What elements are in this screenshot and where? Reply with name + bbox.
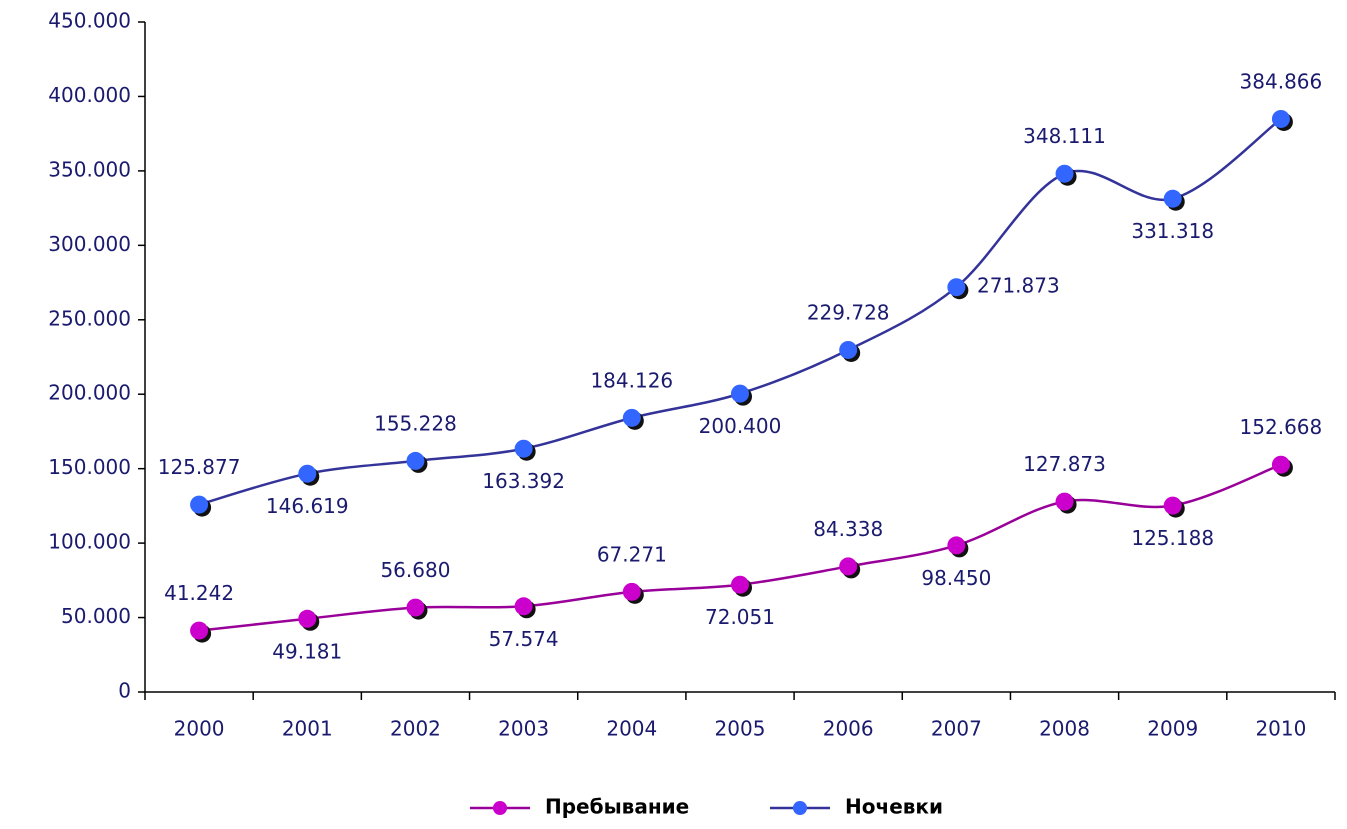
data-label: 184.126: [590, 368, 673, 392]
x-tick-label: 2010: [1255, 717, 1306, 741]
data-label: 56.680: [380, 558, 450, 582]
marker: [622, 408, 641, 427]
data-label: 41.242: [164, 581, 234, 605]
marker: [1271, 455, 1290, 474]
data-label: 384.866: [1240, 69, 1323, 93]
x-tick-label: 2005: [715, 717, 766, 741]
marker: [190, 621, 209, 640]
data-label: 155.228: [374, 411, 457, 435]
y-tick-label: 250.000: [48, 306, 131, 330]
data-label: 271.873: [977, 274, 1060, 298]
data-label: 146.619: [266, 494, 349, 518]
marker: [514, 439, 533, 458]
y-tick-label: 450.000: [48, 9, 131, 33]
x-tick-label: 2003: [498, 717, 549, 741]
data-label: 72.051: [705, 605, 775, 629]
y-tick-label: 50.000: [61, 604, 131, 628]
data-label: 84.338: [813, 517, 883, 541]
x-tick-label: 2004: [606, 717, 657, 741]
marker: [1163, 189, 1182, 208]
marker: [731, 575, 749, 594]
x-tick-label: 2009: [1147, 717, 1198, 741]
marker: [514, 597, 533, 616]
marker: [839, 340, 858, 359]
series-line: [198, 117, 1282, 506]
x-tick-label: 2001: [282, 717, 333, 741]
marker: [406, 451, 425, 470]
y-tick-label: 400.000: [48, 83, 131, 107]
data-label: 67.271: [597, 542, 667, 566]
data-label: 57.574: [489, 627, 559, 651]
data-label: 49.181: [272, 639, 342, 663]
marker: [839, 557, 858, 576]
legend-label: Ночевки: [845, 795, 943, 819]
data-label: 125.188: [1131, 526, 1214, 550]
marker: [1055, 492, 1074, 511]
marker: [731, 384, 749, 403]
legend-marker: [493, 801, 507, 815]
marker: [1055, 164, 1074, 183]
marker: [947, 278, 966, 297]
x-tick-label: 2008: [1039, 717, 1090, 741]
x-tick-label: 2002: [390, 717, 441, 741]
marker: [1163, 496, 1182, 515]
legend-marker: [793, 801, 807, 815]
marker: [298, 609, 317, 628]
marker: [622, 582, 641, 601]
data-label: 331.318: [1131, 219, 1214, 243]
x-tick-label: 2007: [931, 717, 982, 741]
data-label: 229.728: [807, 300, 890, 324]
data-label: 348.111: [1023, 124, 1106, 148]
y-tick-label: 300.000: [48, 232, 131, 256]
marker: [190, 495, 209, 514]
data-label: 200.400: [699, 414, 782, 438]
y-tick-label: 200.000: [48, 381, 131, 405]
x-tick-label: 2006: [823, 717, 874, 741]
y-tick-label: 0: [118, 679, 131, 703]
marker: [298, 464, 317, 483]
marker: [406, 598, 425, 617]
marker: [947, 536, 966, 555]
y-tick-label: 100.000: [48, 530, 131, 554]
data-label: 98.450: [921, 566, 991, 590]
data-label: 163.392: [482, 469, 565, 493]
x-tick-label: 2000: [174, 717, 225, 741]
data-label: 127.873: [1023, 452, 1106, 476]
data-label: 152.668: [1240, 415, 1323, 439]
data-label: 125.877: [158, 455, 241, 479]
y-tick-label: 150.000: [48, 455, 131, 479]
marker: [1271, 109, 1290, 128]
legend-label: Пребывание: [545, 795, 689, 819]
y-tick-label: 350.000: [48, 157, 131, 181]
